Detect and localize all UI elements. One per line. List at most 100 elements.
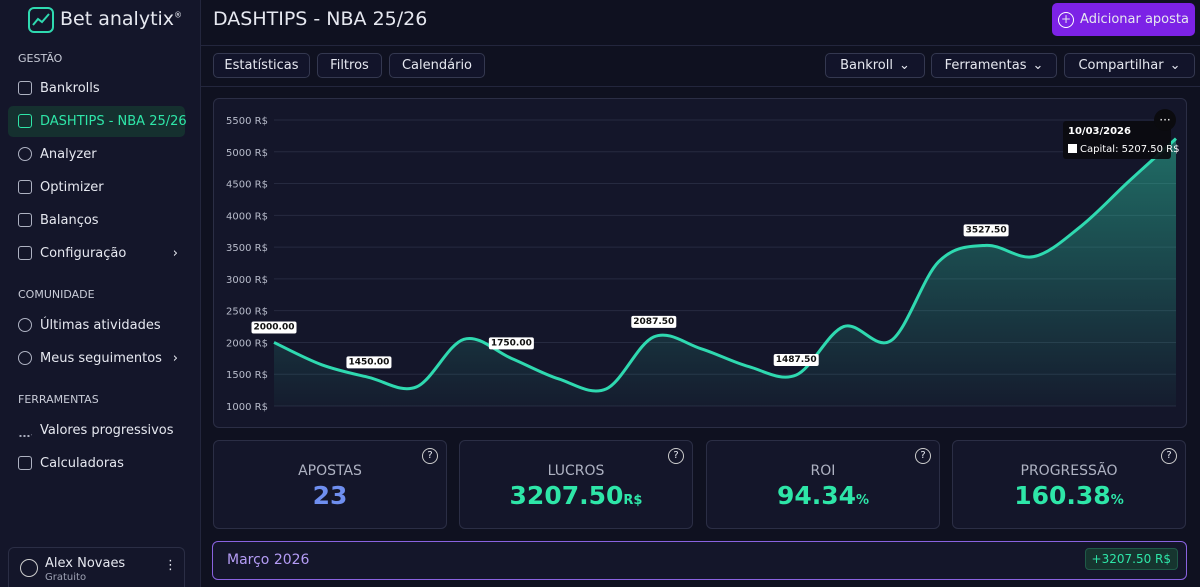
- section-title: COMUNIDADE: [18, 288, 95, 301]
- data-label: 1750.00: [491, 338, 532, 348]
- nav-label: Analyzer: [40, 146, 97, 162]
- brand-mark: ®: [174, 10, 183, 20]
- button-label: Estatísticas: [224, 58, 299, 73]
- active-highlight: [8, 106, 185, 137]
- stat-label: APOSTAS: [298, 463, 362, 479]
- stat-value: 23: [312, 481, 348, 510]
- menu-dots: ···: [1159, 113, 1170, 127]
- nav-label: Últimas atividades: [40, 317, 161, 333]
- y-tick-label: 3500 R$: [226, 243, 268, 254]
- user-name: Alex Novaes: [45, 556, 126, 571]
- stat-label: ROI: [810, 463, 836, 479]
- y-tick-label: 2000 R$: [226, 338, 268, 349]
- button-label: Ferramentas: [944, 58, 1027, 73]
- brand: Bet analytix®: [60, 8, 182, 30]
- y-tick-label: 5000 R$: [226, 148, 268, 159]
- stat-unit: %: [856, 493, 870, 508]
- tooltip-title: 10/03/2026: [1068, 126, 1131, 137]
- nav-item[interactable]: Últimas atividades: [18, 315, 161, 335]
- button-label: Compartilhar: [1078, 58, 1164, 73]
- toolbar-button[interactable]: Filtros: [317, 53, 382, 78]
- page-title: DASHTIPS - NBA 25/26: [213, 8, 428, 30]
- y-tick-label: 1000 R$: [226, 402, 268, 413]
- stat-value: 3207.50: [509, 481, 624, 510]
- nav-item[interactable]: Optimizer: [18, 177, 104, 197]
- tooltip-label: Capital: 5207.50 R$: [1080, 144, 1179, 155]
- nav-item[interactable]: Meus seguimentos ›: [18, 348, 178, 368]
- button-label: Filtros: [330, 58, 369, 73]
- nav-label: Calculadoras: [40, 455, 124, 471]
- toolbar-button[interactable]: Calendário: [389, 53, 485, 78]
- stat-unit: R$: [623, 493, 643, 508]
- nav-item[interactable]: Balanços: [18, 210, 99, 230]
- y-tick-label: 4000 R$: [226, 211, 268, 222]
- add-button[interactable]: + Adicionar aposta: [1052, 3, 1195, 36]
- area: [274, 138, 1176, 406]
- toolbar-button[interactable]: Compartilhar ⌄: [1064, 53, 1195, 78]
- menu-button[interactable]: [1154, 109, 1176, 131]
- stat-card: ? LUCROS 3207.50R$: [459, 440, 693, 529]
- section-title: FERRAMENTAS: [18, 393, 99, 406]
- month-bar[interactable]: Março 2026 +3207.50 R$: [212, 541, 1187, 580]
- stat-label: LUCROS: [547, 463, 605, 479]
- stat-card: ? APOSTAS 23: [213, 440, 447, 529]
- divider: [201, 86, 1200, 87]
- button-label: Adicionar aposta: [1080, 12, 1189, 27]
- legend-swatch: [1068, 144, 1077, 153]
- label-box: [631, 315, 677, 328]
- toolbar-button[interactable]: Bankroll ⌄: [825, 53, 925, 78]
- nav-item[interactable]: Valores progressivos: [18, 420, 174, 440]
- nav-item[interactable]: Analyzer: [18, 144, 97, 164]
- line: [273, 137, 1178, 393]
- section-title: GESTÃO: [18, 52, 63, 65]
- month-total: +3207.50 R$: [1084, 548, 1178, 570]
- label-box: [773, 354, 819, 367]
- sidebar: Bet analytix® GESTÃO Bankrolls DASHTIPS …: [0, 0, 201, 587]
- nav-label: Optimizer: [40, 179, 104, 195]
- button-label: Bankroll: [840, 58, 893, 73]
- stat-value: 94.34: [776, 481, 857, 510]
- menu-dots: ⋮: [164, 558, 177, 573]
- data-label: 1487.50: [776, 355, 817, 365]
- y-tick-label: 4500 R$: [226, 180, 268, 191]
- nav-item[interactable]: Configuração ›: [18, 243, 178, 263]
- label-box: [346, 356, 392, 369]
- nav-label: Balanços: [40, 212, 99, 228]
- nav-label: Meus seguimentos: [40, 350, 162, 366]
- data-label: 2087.50: [633, 317, 674, 327]
- nav-item[interactable]: Bankrolls: [18, 78, 100, 98]
- label-box: [963, 224, 1009, 237]
- button-label: Calendário: [401, 58, 473, 73]
- divider: [201, 45, 1200, 46]
- y-tick-label: 2500 R$: [226, 307, 268, 318]
- label-box: [488, 337, 534, 350]
- stat-label: PROGRESSÃO: [1020, 463, 1118, 479]
- avatar: [20, 559, 38, 577]
- month-label: Março 2026: [227, 552, 310, 568]
- nav-label: Bankrolls: [40, 80, 100, 96]
- y-tick-label: 5500 R$: [226, 116, 268, 127]
- data-label: 2000.00: [254, 322, 295, 332]
- nav-item[interactable]: DASHTIPS - NBA 25/26: [18, 111, 187, 131]
- label-box: [251, 321, 297, 334]
- y-tick-label: 3000 R$: [226, 275, 268, 286]
- nav-item[interactable]: Calculadoras: [18, 453, 124, 473]
- nav-label: Valores progressivos: [40, 422, 174, 438]
- data-label: 3527.50: [966, 225, 1007, 235]
- brand-name: Bet analytix: [60, 8, 175, 30]
- nav-label: DASHTIPS - NBA 25/26: [40, 113, 187, 129]
- toolbar-button[interactable]: Ferramentas ⌄: [931, 53, 1057, 78]
- data-label: 1450.00: [348, 357, 389, 367]
- tooltip-box: [1063, 121, 1171, 159]
- user-plan: Gratuito: [45, 572, 87, 583]
- toolbar-button[interactable]: Estatísticas: [213, 53, 310, 78]
- chart: 1000 R$ 1500 R$ 2000 R$ 2500 R$ 3000 R$ 3500 …: [213, 98, 1187, 428]
- y-tick-label: 1500 R$: [226, 370, 268, 381]
- stat-unit: %: [1110, 493, 1124, 508]
- tooltip: 10/03/2026 Capital: 5207.50 R$: [1063, 121, 1179, 159]
- nav-label: Configuração: [40, 245, 127, 261]
- stat-card: ? ROI 94.34%: [706, 440, 940, 529]
- user-box[interactable]: Alex Novaes Gratuito ⋮: [8, 547, 185, 587]
- logo-icon: [28, 7, 54, 33]
